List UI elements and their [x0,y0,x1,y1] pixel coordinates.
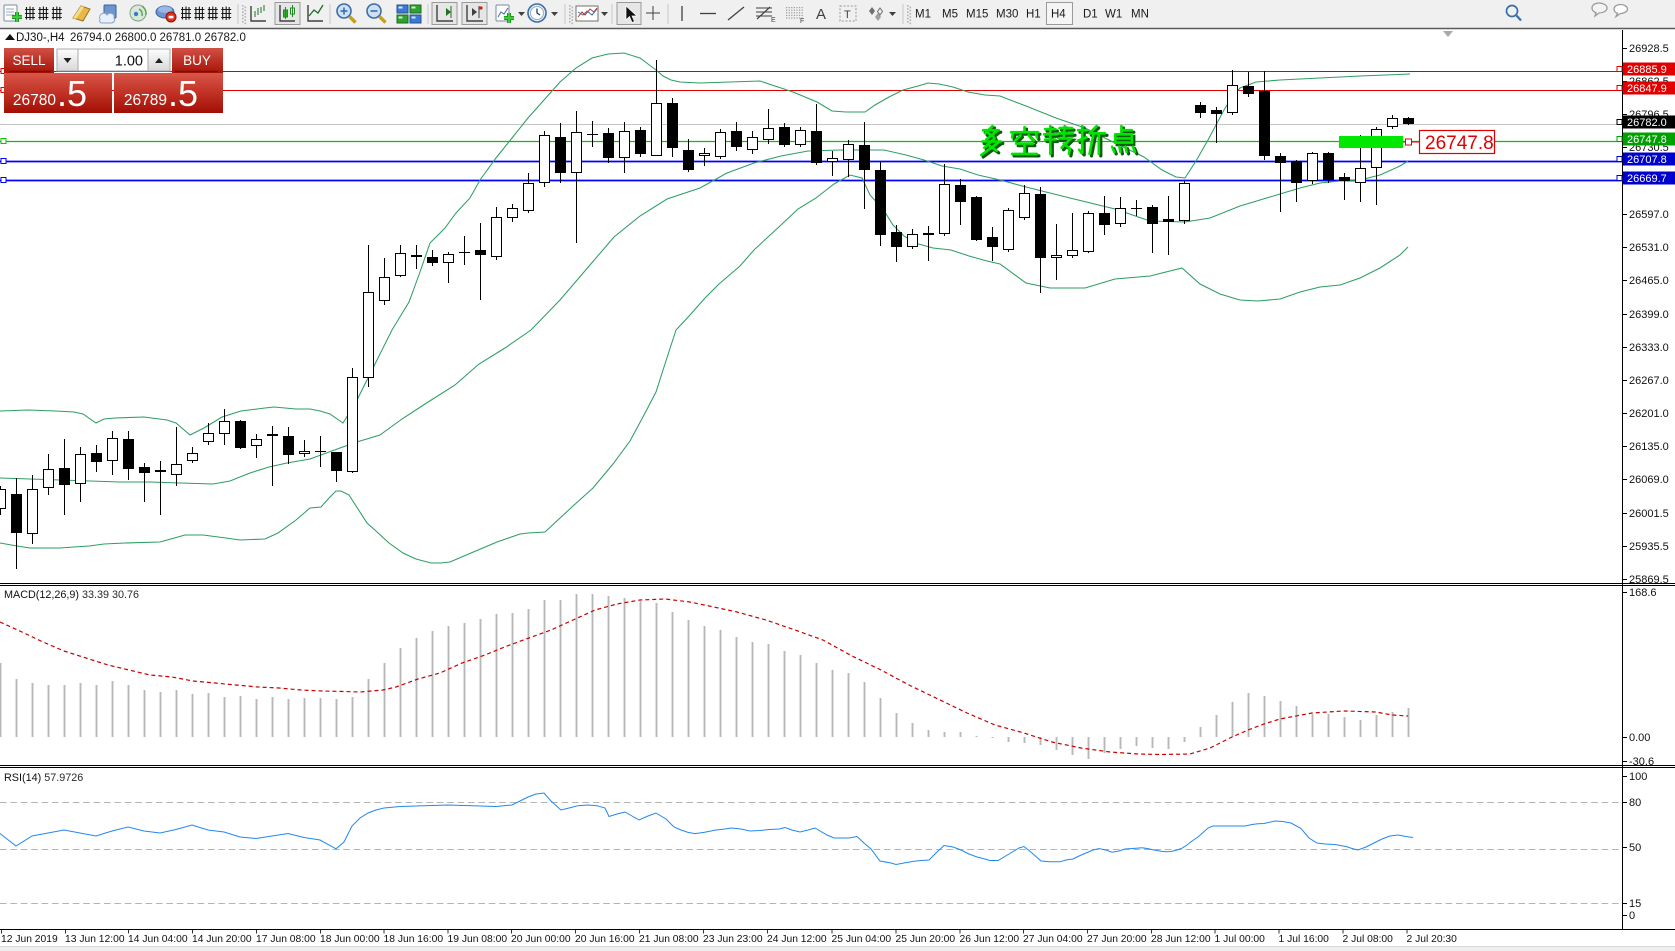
svg-text:26928.5: 26928.5 [1629,43,1669,55]
svg-text:25935.5: 25935.5 [1629,541,1669,553]
svg-text:DJ30-,H4: DJ30-,H4 [16,32,65,44]
svg-text:RSI(14) 57.9726: RSI(14) 57.9726 [4,772,83,784]
svg-text:H4: H4 [1051,9,1066,21]
svg-text:M15: M15 [966,9,988,21]
svg-text:26201.0: 26201.0 [1629,408,1669,420]
svg-text:25 Jun 04:00: 25 Jun 04:00 [832,934,892,945]
svg-text:M30: M30 [996,9,1018,21]
svg-text:26780: 26780 [13,92,56,109]
svg-text:26885.9: 26885.9 [1627,64,1667,76]
svg-text:1 Jul 16:00: 1 Jul 16:00 [1279,934,1330,945]
svg-text:26135.0: 26135.0 [1629,441,1669,453]
svg-text:E: E [771,17,776,24]
svg-text:M1: M1 [915,9,931,21]
svg-text:0.00: 0.00 [1629,732,1650,744]
svg-text:25869.5: 25869.5 [1629,574,1669,586]
svg-text:26782.0: 26782.0 [1627,117,1667,129]
svg-text:0: 0 [1629,910,1635,922]
svg-text:26747.8: 26747.8 [1627,134,1667,146]
svg-text:18 Jun 16:00: 18 Jun 16:00 [384,934,444,945]
svg-text:26333.0: 26333.0 [1629,342,1669,354]
svg-text:13 Jun 12:00: 13 Jun 12:00 [65,934,125,945]
svg-text:26001.5: 26001.5 [1629,508,1669,520]
svg-text:12 Jun 2019: 12 Jun 2019 [1,934,58,945]
svg-text:BUY: BUY [183,53,211,68]
svg-text:26597.0: 26597.0 [1629,209,1669,221]
svg-text:17 Jun 08:00: 17 Jun 08:00 [256,934,316,945]
svg-text:24 Jun 12:00: 24 Jun 12:00 [767,934,827,945]
svg-text:15: 15 [1629,898,1641,910]
svg-text:.5: .5 [168,73,198,114]
svg-text:26669.7: 26669.7 [1627,173,1667,185]
svg-text:26267.0: 26267.0 [1629,375,1669,387]
svg-text:26707.8: 26707.8 [1627,154,1667,166]
svg-text:28 Jun 12:00: 28 Jun 12:00 [1151,934,1211,945]
svg-text:21 Jun 08:00: 21 Jun 08:00 [639,934,699,945]
svg-text:D1: D1 [1083,9,1098,21]
svg-text:-30.6: -30.6 [1629,756,1654,768]
svg-text:27 Jun 20:00: 27 Jun 20:00 [1087,934,1147,945]
svg-text:168.6: 168.6 [1629,587,1657,599]
svg-text:26847.9: 26847.9 [1627,83,1667,95]
svg-text:2 Jul 20:30: 2 Jul 20:30 [1407,934,1458,945]
svg-text:26794.0 26800.0 26781.0 26782.: 26794.0 26800.0 26781.0 26782.0 [70,32,246,44]
svg-text:M5: M5 [942,9,958,21]
svg-text:14 Jun 20:00: 14 Jun 20:00 [192,934,252,945]
svg-text:T: T [844,9,851,21]
svg-text:A: A [816,6,826,23]
svg-text:50: 50 [1629,842,1641,854]
svg-text:80: 80 [1629,797,1641,809]
svg-text:26465.0: 26465.0 [1629,275,1669,287]
svg-text:26531.0: 26531.0 [1629,242,1669,254]
svg-text:100: 100 [1629,771,1647,783]
svg-text:26399.0: 26399.0 [1629,309,1669,321]
svg-text:27 Jun 04:00: 27 Jun 04:00 [1023,934,1083,945]
svg-text:20 Jun 16:00: 20 Jun 16:00 [575,934,635,945]
svg-text:H1: H1 [1026,9,1041,21]
svg-text:.5: .5 [57,73,87,114]
svg-text:19 Jun 08:00: 19 Jun 08:00 [448,934,508,945]
svg-text:14 Jun 04:00: 14 Jun 04:00 [128,934,188,945]
svg-text:26747.8: 26747.8 [1425,133,1494,154]
svg-text:23 Jun 23:00: 23 Jun 23:00 [703,934,763,945]
svg-text:SELL: SELL [12,53,46,68]
svg-text:2 Jul 08:00: 2 Jul 08:00 [1343,934,1394,945]
svg-text:MACD(12,26,9) 33.39 30.76: MACD(12,26,9) 33.39 30.76 [4,589,139,601]
svg-text:26789: 26789 [124,92,167,109]
svg-text:25 Jun 20:00: 25 Jun 20:00 [896,934,956,945]
svg-text:1.00: 1.00 [115,54,143,70]
svg-text:20 Jun 00:00: 20 Jun 00:00 [511,934,571,945]
svg-text:W1: W1 [1105,9,1122,21]
svg-text:1 Jul 00:00: 1 Jul 00:00 [1215,934,1266,945]
svg-text:26 Jun 12:00: 26 Jun 12:00 [960,934,1020,945]
svg-text:F: F [800,18,804,25]
svg-text:18 Jun 00:00: 18 Jun 00:00 [320,934,380,945]
svg-text:MN: MN [1131,9,1149,21]
svg-text:26069.0: 26069.0 [1629,474,1669,486]
